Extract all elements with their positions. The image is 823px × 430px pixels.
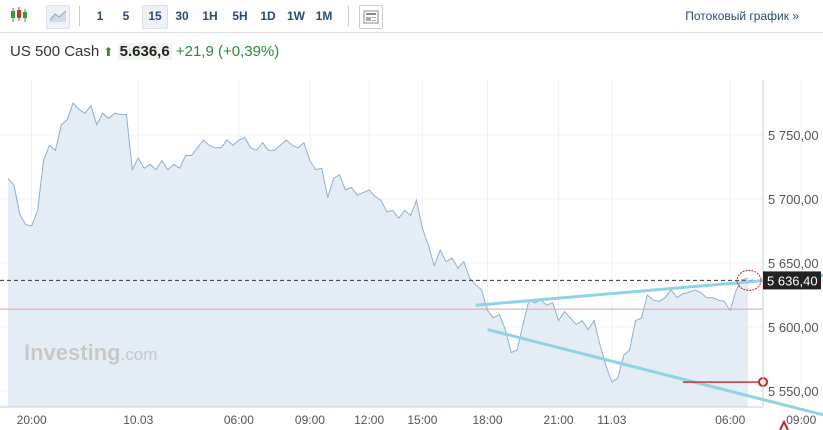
- y-tick-label: 5 750,00: [768, 128, 819, 143]
- interval-1h[interactable]: 1H: [202, 9, 218, 23]
- area-chart-icon[interactable]: [46, 5, 70, 29]
- x-tick-label: 10.03: [123, 413, 153, 427]
- x-tick-label: 21:00: [544, 413, 574, 427]
- x-tick-label: 15:00: [407, 413, 437, 427]
- trendline: [487, 328, 823, 417]
- highlight-ellipse: [736, 269, 762, 291]
- price-change-percent: (+0,39%): [217, 43, 280, 60]
- arrow-up-icon: ⬆: [103, 45, 114, 59]
- x-tick-label: 12:00: [354, 413, 384, 427]
- instrument-name: US 500 Cash: [10, 43, 100, 60]
- streaming-chart-link[interactable]: Потоковый график »: [685, 9, 799, 23]
- interval-1w[interactable]: 1W: [287, 9, 305, 23]
- divider: [79, 6, 80, 26]
- price-change: +21,9: [175, 43, 214, 60]
- candlestick-chart-icon[interactable]: [8, 5, 30, 27]
- x-tick-label: 06:00: [224, 413, 254, 427]
- alert-marker-icon: [779, 419, 789, 430]
- price-chart[interactable]: Investing.com 5 750,00 5 700,00 5 650,00 5 …: [0, 80, 823, 430]
- news-layout-icon[interactable]: [359, 5, 383, 29]
- x-tick-label: 09:00: [295, 413, 325, 427]
- y-tick-label: 5 700,00: [768, 192, 819, 207]
- price-area-fill: [8, 103, 748, 407]
- current-price-badge: [763, 271, 821, 290]
- x-tick-label: 18:00: [473, 413, 503, 427]
- x-tick-label: 06:00: [715, 413, 745, 427]
- interval-1m[interactable]: 1M: [315, 9, 333, 23]
- y-tick-label: 5 600,00: [768, 320, 819, 335]
- x-tick-label: 20:00: [17, 413, 47, 427]
- watermark-logo: Investing.com: [24, 340, 157, 365]
- last-price: 5.636,6: [117, 43, 172, 60]
- divider: [348, 6, 349, 26]
- interval-5[interactable]: 5: [122, 9, 130, 23]
- quote-header: US 500 Cash ⬆ 5.636,6 +21,9 (+0,39%): [10, 43, 279, 60]
- x-tick-label: 09:00: [786, 413, 816, 427]
- interval-15[interactable]: 15: [142, 5, 168, 29]
- interval-1[interactable]: 1: [96, 9, 104, 23]
- price-line: [7, 102, 749, 383]
- x-tick-label: 11.03: [597, 413, 626, 427]
- current-price-label: 5 636,40: [767, 273, 818, 288]
- interval-30[interactable]: 30: [175, 9, 189, 23]
- y-tick-label: 5 650,00: [768, 256, 819, 271]
- interval-1d[interactable]: 1D: [260, 9, 276, 23]
- y-tick-label: 5 550,00: [768, 384, 819, 399]
- interval-5h[interactable]: 5H: [232, 9, 248, 23]
- chart-toolbar: 1 5 15 30 1H 5H 1D 1W 1M Потоковый график »: [0, 0, 823, 33]
